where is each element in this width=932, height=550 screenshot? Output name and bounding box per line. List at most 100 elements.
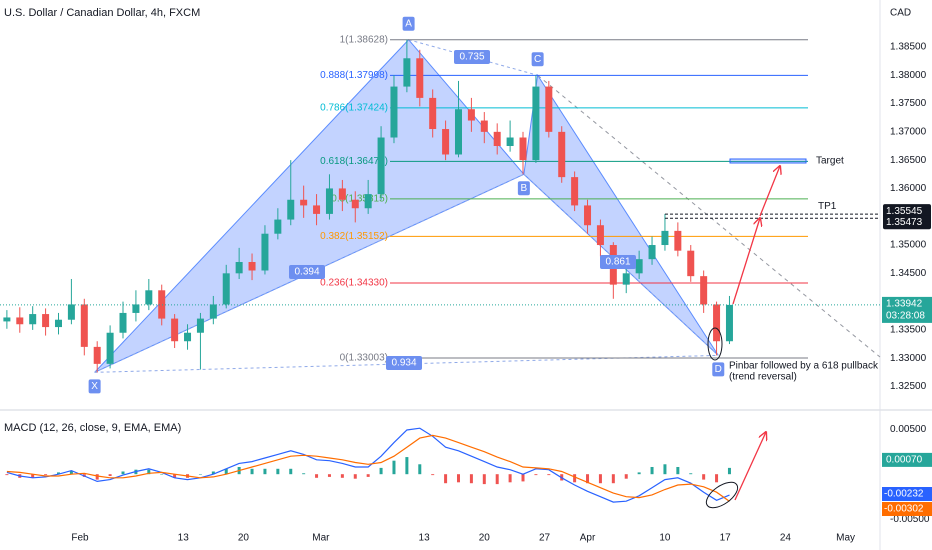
histogram-bar xyxy=(340,474,344,478)
candle-body xyxy=(235,262,243,274)
candle-body xyxy=(416,58,424,98)
candle-body xyxy=(145,290,153,305)
candle-body xyxy=(493,131,501,146)
candle-body xyxy=(545,86,553,132)
projection-arrow xyxy=(732,218,760,305)
annotation: Pinbar followed by a 618 pullback xyxy=(729,361,879,372)
y-tick-label: 1.34500 xyxy=(890,268,927,279)
y-tick-label: 1.32500 xyxy=(890,381,927,392)
macd-last-label: -0.00232 xyxy=(884,489,924,500)
trend-line xyxy=(537,74,881,358)
histogram-bar xyxy=(327,474,331,477)
histogram-bar xyxy=(547,474,551,476)
pattern-point-label: D xyxy=(715,364,722,375)
histogram-bar xyxy=(676,466,680,475)
y-tick-label: 1.36000 xyxy=(890,183,927,194)
tp1-price-label: 1.35545 xyxy=(886,206,923,217)
y-tick-label: 1.35000 xyxy=(890,240,927,251)
countdown-label: 03:28:08 xyxy=(886,311,925,322)
histogram-bar xyxy=(353,474,357,479)
candle-body xyxy=(80,304,88,347)
candle-body xyxy=(571,177,579,206)
histogram-bar xyxy=(5,474,9,476)
macd-line xyxy=(6,427,730,503)
candle-body xyxy=(184,332,192,342)
fib-label: 0.618(1.36479) xyxy=(320,156,388,167)
macd-circle xyxy=(705,481,739,509)
histogram-bar xyxy=(702,474,706,480)
histogram-bar xyxy=(121,471,125,475)
candle-body xyxy=(377,137,385,195)
candle-body xyxy=(287,199,295,220)
y-tick-label: 1.38000 xyxy=(890,70,927,81)
histogram-bar xyxy=(44,474,48,476)
fib-label: 0.236(1.34330) xyxy=(320,278,388,289)
chart-title: U.S. Dollar / Canadian Dollar, 4h, FXCM xyxy=(4,7,200,19)
candle-body xyxy=(467,109,475,121)
histogram-bar xyxy=(69,470,73,475)
candle-body xyxy=(351,199,359,209)
histogram-bar xyxy=(598,474,602,484)
candle-body xyxy=(480,120,488,132)
x-tick-label: 13 xyxy=(419,533,431,544)
fib-label: 0.786(1.37424) xyxy=(320,102,388,113)
histogram-bar xyxy=(392,460,396,475)
fib-label: 0.382(1.35152) xyxy=(320,231,388,242)
candle-body xyxy=(171,318,179,342)
histogram-bar xyxy=(95,474,99,480)
candle-body xyxy=(209,304,217,319)
histogram-bar xyxy=(663,464,667,475)
candle-body xyxy=(674,230,682,251)
histogram-bar xyxy=(302,473,306,475)
target-box xyxy=(729,158,807,164)
x-tick-label: 10 xyxy=(659,533,671,544)
histogram-bar xyxy=(534,474,538,476)
y-tick-label: 1.37500 xyxy=(890,98,927,109)
candle-body xyxy=(132,304,140,313)
candle-body xyxy=(106,332,114,364)
fib-label: 0.888(1.37998) xyxy=(320,70,388,81)
histogram-bar xyxy=(56,472,60,475)
pattern-ratio-bg xyxy=(289,265,325,279)
histogram-bar xyxy=(521,474,525,482)
histogram-bar xyxy=(211,471,215,475)
candle-body xyxy=(300,199,308,206)
histogram-bar xyxy=(650,466,654,475)
candle-body xyxy=(687,250,695,277)
candle-body xyxy=(648,245,656,260)
pattern-point-label-bg xyxy=(402,16,415,31)
histogram-bar xyxy=(263,468,267,475)
y-tick-label: 1.38500 xyxy=(890,42,927,53)
macd-line xyxy=(6,434,730,502)
candle-body xyxy=(93,346,101,364)
macd-last-box xyxy=(882,487,932,501)
candle-body xyxy=(325,188,333,214)
tp1-label: TP1 xyxy=(818,201,837,212)
pattern-point-label: B xyxy=(521,183,528,194)
histogram-bar xyxy=(147,469,151,475)
pattern-ratio-bg xyxy=(600,255,636,269)
histogram-bar xyxy=(276,468,280,475)
macd-title: MACD (12, 26, close, 9, EMA, EMA) xyxy=(4,422,181,434)
candle-body xyxy=(390,86,398,138)
macd-y-tick-label: -0.00500 xyxy=(890,514,930,525)
y-tick-label: 1.33500 xyxy=(890,325,927,336)
candle-body xyxy=(506,137,514,146)
candle-body xyxy=(713,304,721,342)
pattern-ratio-bg xyxy=(386,356,422,370)
candle-body xyxy=(158,290,166,319)
histogram-bar xyxy=(379,467,383,475)
pattern-point-label-bg xyxy=(88,379,101,394)
histogram-bar xyxy=(160,474,164,475)
histogram-bar xyxy=(715,474,719,483)
target-label: Target xyxy=(816,156,844,167)
pattern-ratio: 0.394 xyxy=(294,267,319,278)
pattern-leg xyxy=(94,354,719,373)
projection-arrow xyxy=(759,166,780,217)
candle-body xyxy=(261,233,269,271)
histogram-bar xyxy=(418,464,422,475)
histogram-bar xyxy=(405,457,409,475)
candle-body xyxy=(364,194,372,209)
pattern-point-label-bg xyxy=(712,362,725,377)
